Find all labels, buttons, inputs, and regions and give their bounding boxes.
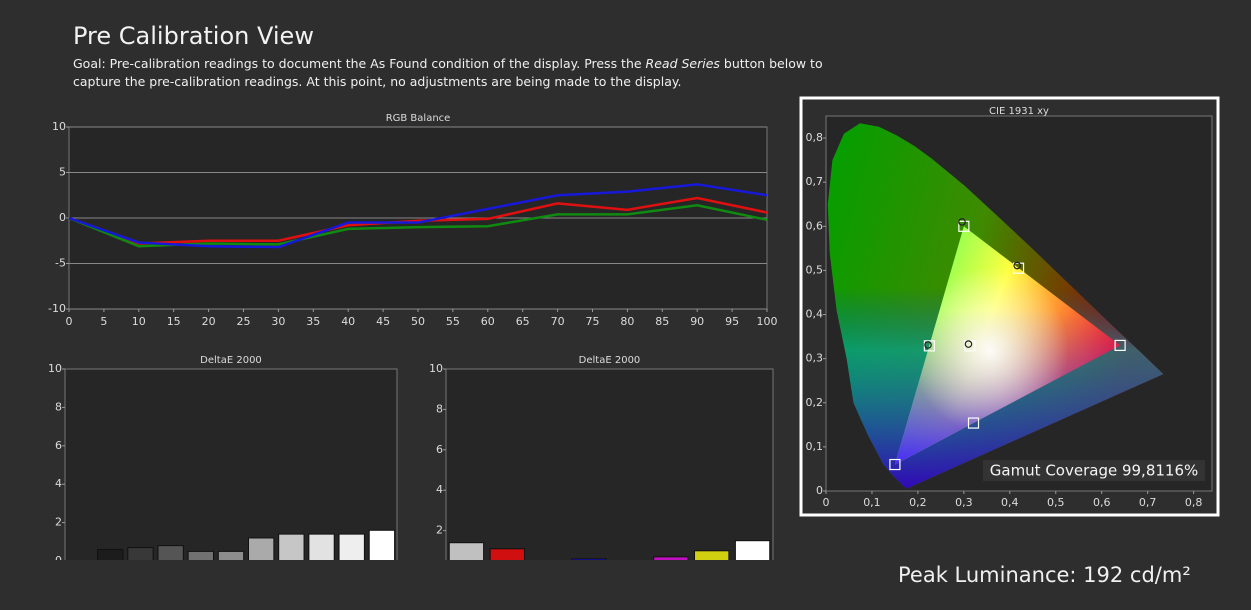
bar <box>489 548 525 560</box>
goal-part: Goal: Pre-calibration readings to docume… <box>73 56 646 71</box>
y-tick-label: 0,2 <box>806 396 824 409</box>
x-tick-label: 30 <box>271 315 285 328</box>
y-tick-label: 6 <box>55 439 62 452</box>
bar <box>97 548 124 560</box>
x-tick-label: 55 <box>446 315 460 328</box>
gamut-coverage: Gamut Coverage 99,8116% <box>990 462 1199 480</box>
bar <box>368 529 396 560</box>
series-line <box>68 196 768 245</box>
x-tick-label: 35 <box>306 315 320 328</box>
bar <box>571 558 607 560</box>
x-tick-label: 90 <box>690 315 704 328</box>
y-tick-label: -10 <box>48 302 66 315</box>
target-point <box>1114 339 1126 352</box>
charts: Gamut Coverage 99,8116% RGB Balance -10 -5… <box>48 96 1220 560</box>
bar <box>694 550 730 560</box>
x-tick-label: 70 <box>551 315 565 328</box>
bar <box>653 556 689 560</box>
y-tick-label: 4 <box>55 477 62 490</box>
x-tick-label: 40 <box>341 315 355 328</box>
measured-point <box>958 218 966 226</box>
measured-point <box>924 341 932 349</box>
y-tick-label: 10 <box>52 120 66 133</box>
page-title: Pre Calibration View <box>73 22 314 50</box>
y-tick-label: 0,5 <box>806 263 824 276</box>
x-tick-label: 0 <box>823 496 830 509</box>
x-tick-label: 60 <box>481 315 495 328</box>
x-tick-label: 0,8 <box>1185 496 1203 509</box>
goal-button-name: Read Series <box>645 56 720 71</box>
bar <box>217 550 245 560</box>
x-tick-label: 15 <box>167 315 181 328</box>
cie-plot: Gamut Coverage 99,8116% <box>825 115 1213 492</box>
y-tick-label: 0,8 <box>806 131 824 144</box>
plot-area <box>445 368 774 560</box>
x-tick-label: 25 <box>237 315 251 328</box>
plot-area <box>64 368 398 560</box>
y-tick-label: 2 <box>436 524 443 537</box>
x-tick-label: 0,3 <box>955 496 973 509</box>
bar <box>187 550 214 560</box>
bar <box>734 540 771 560</box>
goal-part: button below to capture the pre-calibrat… <box>73 56 823 89</box>
target-point <box>889 458 901 471</box>
y-tick-label: 10 <box>48 362 62 375</box>
measured-point <box>1013 261 1021 270</box>
bar <box>248 537 275 560</box>
x-tick-label: 20 <box>202 315 216 328</box>
y-tick-label: 8 <box>55 400 62 413</box>
x-tick-label: 0,5 <box>1047 496 1065 509</box>
x-tick-label: 0,7 <box>1139 496 1157 509</box>
bar <box>338 533 365 560</box>
x-tick-label: 0,4 <box>1001 496 1019 509</box>
x-tick-label: 50 <box>411 315 425 328</box>
y-tick-label: 0,4 <box>806 308 824 321</box>
y-tick-label: 5 <box>59 166 66 179</box>
annotation-box <box>983 460 1205 481</box>
y-tick-label: 0,6 <box>806 219 824 232</box>
bar <box>127 547 154 560</box>
y-tick-label: 0 <box>55 554 62 560</box>
series-line <box>68 183 768 249</box>
bar <box>278 533 305 560</box>
x-tick-label: 0,2 <box>909 496 927 509</box>
x-tick-label: 5 <box>100 315 107 328</box>
x-tick-label: 65 <box>516 315 530 328</box>
y-tick-label: 0,3 <box>806 352 824 365</box>
x-tick-label: 45 <box>376 315 390 328</box>
x-tick-label: 75 <box>586 315 600 328</box>
x-tick-label: 100 <box>757 315 778 328</box>
y-tick-label: 6 <box>436 443 443 456</box>
x-tick-label: 0 <box>66 315 73 328</box>
y-tick-label: 4 <box>436 483 443 496</box>
bar <box>308 533 335 560</box>
y-tick-label: 0,1 <box>806 440 824 453</box>
y-tick-label: 8 <box>436 402 443 415</box>
target-point <box>958 220 970 232</box>
x-tick-label: 95 <box>725 315 739 328</box>
y-tick-label: -5 <box>55 257 66 270</box>
target-point <box>967 417 980 429</box>
chart-title: DeltaE 2000 <box>579 355 641 366</box>
y-tick-label: 0,7 <box>806 175 824 188</box>
y-tick-label: 0 <box>59 211 66 224</box>
x-tick-label: 0,1 <box>863 496 881 509</box>
y-tick-label: 0 <box>816 484 823 497</box>
x-tick-label: 0,6 <box>1093 496 1111 509</box>
bar <box>448 542 485 560</box>
x-tick-label: 80 <box>620 315 634 328</box>
chart-title: CIE 1931 xy <box>989 106 1049 117</box>
measured-point <box>964 340 973 348</box>
bar <box>157 545 184 560</box>
goal-text: Goal: Pre-calibration readings to docume… <box>73 55 843 91</box>
gamut-triangle <box>894 226 1121 465</box>
chart-title: DeltaE 2000 <box>200 355 262 366</box>
y-tick-label: 10 <box>429 362 443 375</box>
x-tick-label: 85 <box>655 315 669 328</box>
peak-luminance: Peak Luminance: 192 cd/m² <box>898 563 1191 587</box>
y-tick-label: 2 <box>55 516 62 529</box>
x-tick-label: 10 <box>132 315 146 328</box>
chart-title: RGB Balance <box>386 113 451 124</box>
